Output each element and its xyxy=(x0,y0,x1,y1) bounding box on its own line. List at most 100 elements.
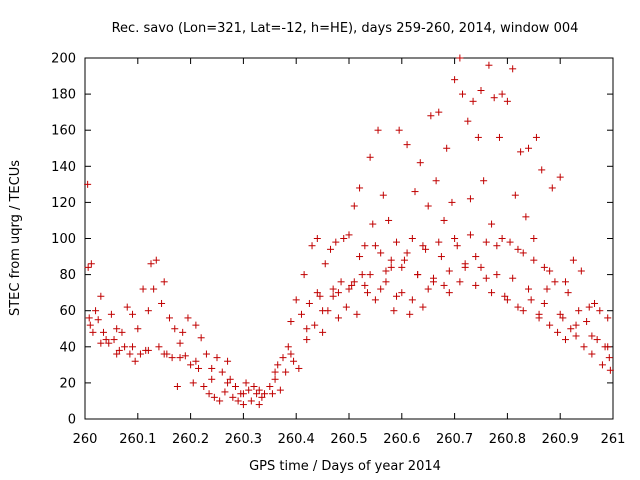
data-point xyxy=(440,281,448,289)
data-point xyxy=(596,307,604,315)
data-point xyxy=(522,213,530,221)
data-point xyxy=(334,314,342,322)
data-point xyxy=(121,343,129,351)
data-point xyxy=(485,61,493,69)
data-point xyxy=(150,285,158,293)
y-tick-label: 160 xyxy=(51,124,76,139)
data-point xyxy=(387,256,395,264)
y-axis: 0 20 40 60 80 100 120 140 160 180 200 xyxy=(51,52,613,428)
data-point xyxy=(561,336,569,344)
data-point xyxy=(97,339,105,347)
data-point xyxy=(509,65,517,73)
data-point xyxy=(495,133,503,141)
data-point xyxy=(588,332,596,340)
data-point xyxy=(472,253,480,261)
data-point xyxy=(255,401,263,409)
data-point xyxy=(567,325,575,333)
data-point xyxy=(287,318,295,326)
data-point xyxy=(583,318,591,326)
data-point xyxy=(451,76,459,84)
data-point xyxy=(456,278,464,286)
data-point xyxy=(290,357,298,365)
data-point xyxy=(572,321,580,329)
data-point xyxy=(332,238,340,246)
data-point xyxy=(604,343,612,351)
y-tick-label: 200 xyxy=(51,52,76,67)
data-point xyxy=(588,350,596,358)
data-points xyxy=(84,54,614,409)
data-point xyxy=(503,296,511,304)
data-point xyxy=(129,310,137,318)
data-point xyxy=(271,368,279,376)
data-point xyxy=(350,202,358,210)
data-point xyxy=(197,334,205,342)
data-point xyxy=(350,278,358,286)
data-point xyxy=(89,328,97,336)
data-point xyxy=(361,281,369,289)
data-point xyxy=(464,117,472,125)
data-point xyxy=(561,278,569,286)
data-point xyxy=(139,285,147,293)
data-point xyxy=(554,328,562,336)
data-point xyxy=(501,292,509,300)
data-point xyxy=(525,144,533,152)
data-point xyxy=(403,249,411,257)
data-point xyxy=(353,310,361,318)
data-point xyxy=(456,54,464,62)
data-point xyxy=(435,238,443,246)
data-point xyxy=(173,383,181,391)
data-point xyxy=(530,235,538,242)
data-point xyxy=(195,364,203,372)
data-point xyxy=(556,173,564,181)
data-point xyxy=(527,296,535,304)
x-axis-label: GPS time / Days of year 2014 xyxy=(249,459,441,474)
data-point xyxy=(429,278,437,286)
data-point xyxy=(395,126,403,134)
data-point xyxy=(591,299,599,307)
data-point xyxy=(493,242,501,250)
data-point xyxy=(393,292,401,300)
data-point xyxy=(575,307,583,315)
data-point xyxy=(443,144,451,152)
data-point xyxy=(184,314,192,322)
data-point xyxy=(511,191,519,199)
x-tick-label: 260.7 xyxy=(436,432,473,447)
data-point xyxy=(358,271,366,279)
data-point xyxy=(356,253,364,261)
data-point xyxy=(113,325,121,333)
data-point xyxy=(453,242,461,250)
data-point xyxy=(414,271,422,279)
data-point xyxy=(506,238,514,246)
data-point xyxy=(85,314,93,322)
data-point xyxy=(408,235,416,242)
data-point xyxy=(160,350,168,358)
data-point xyxy=(258,393,266,401)
data-point xyxy=(605,354,613,362)
data-point xyxy=(97,292,105,300)
y-axis-label: STEC from uqrg / TECUs xyxy=(8,160,23,316)
data-point xyxy=(295,364,303,372)
data-point xyxy=(239,401,247,409)
data-point xyxy=(239,390,247,398)
data-point xyxy=(488,289,496,297)
data-point xyxy=(297,310,305,318)
data-point xyxy=(134,325,142,333)
data-point xyxy=(398,263,406,271)
data-point xyxy=(126,350,134,358)
data-point xyxy=(345,285,353,293)
data-point xyxy=(208,364,216,372)
data-point xyxy=(546,321,554,329)
data-point xyxy=(514,245,522,253)
data-point xyxy=(551,278,559,286)
data-point xyxy=(393,238,401,246)
data-point xyxy=(419,303,427,311)
data-point xyxy=(509,274,517,282)
data-point xyxy=(422,245,430,253)
data-point xyxy=(445,267,453,275)
data-point xyxy=(379,191,387,199)
x-tick-label: 260.8 xyxy=(489,432,526,447)
data-point xyxy=(503,97,511,105)
data-point xyxy=(345,231,353,239)
data-point xyxy=(229,393,237,401)
data-point xyxy=(569,256,577,264)
